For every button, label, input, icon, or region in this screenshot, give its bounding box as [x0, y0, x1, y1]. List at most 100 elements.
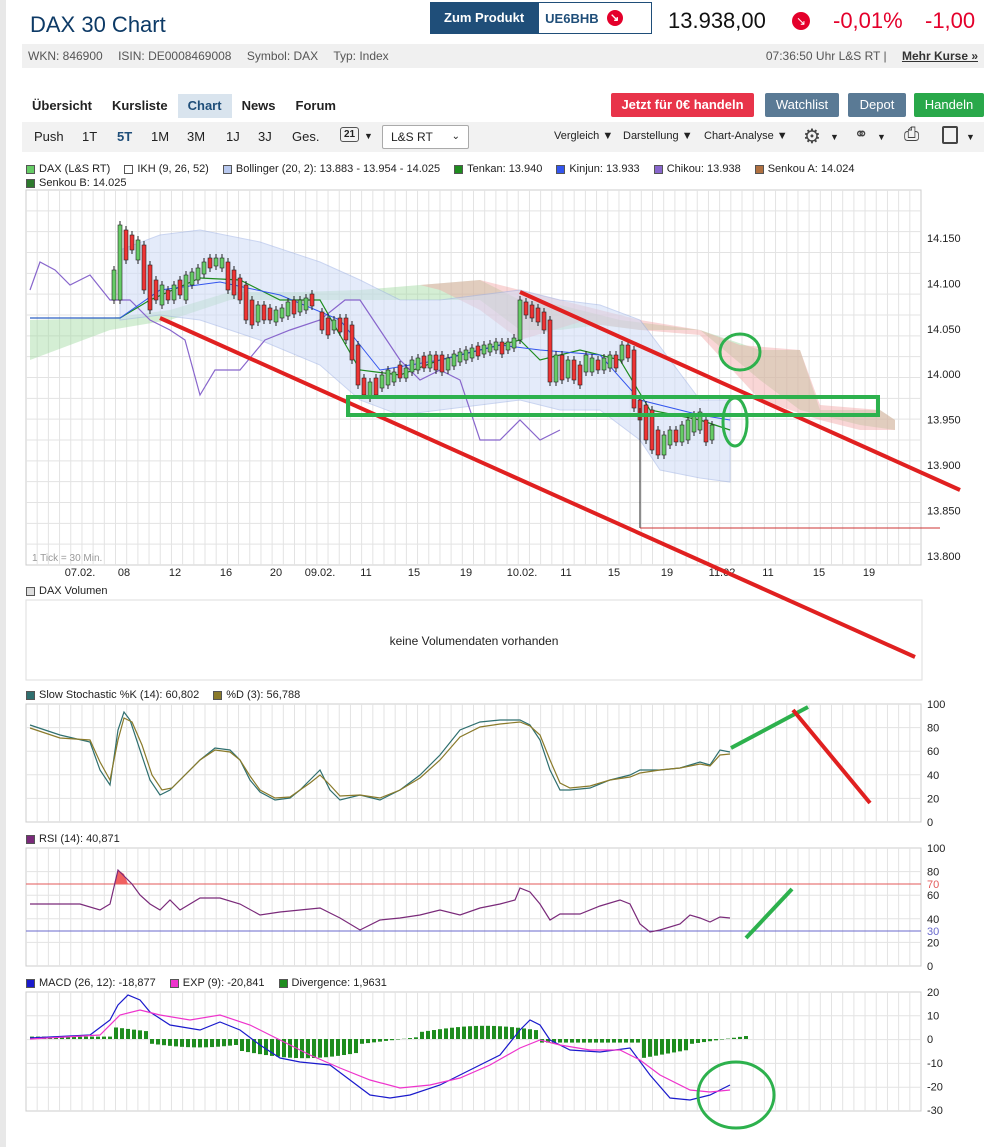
print-icon[interactable]: ⎙: [904, 124, 920, 145]
trade-now-button[interactable]: Jetzt für 0€ handeln: [611, 93, 754, 117]
candle-body: [141, 244, 147, 291]
candle-body: [697, 411, 703, 431]
change-absolute: -1,00: [925, 8, 976, 33]
candle-body: [309, 293, 315, 307]
candle-body: [619, 344, 625, 361]
calendar-icon[interactable]: 21: [340, 127, 360, 142]
rsi-legend-item: RSI (14): 40,871: [26, 832, 120, 846]
product-code-link[interactable]: UE6BHB ↘: [538, 2, 653, 34]
y-tick-label: 14.000: [927, 369, 961, 381]
tab-news[interactable]: News: [241, 98, 276, 113]
candle-body: [379, 374, 385, 389]
candle-body: [439, 354, 445, 373]
candle-body: [553, 354, 559, 383]
candle-body: [147, 264, 153, 311]
candle-body: [589, 357, 595, 373]
tab-kursliste[interactable]: Kursliste: [111, 98, 168, 113]
divergence-bar: [186, 1039, 190, 1048]
exp-legend-item: EXP (9): -20,841: [169, 976, 265, 990]
volume-legend-item: DAX Volumen: [26, 584, 107, 598]
vergleich-menu[interactable]: Vergleich ▼: [554, 130, 614, 142]
chart-toolbar: Push 1T 5T 1M 3M 1J 3J Ges. 21 ▼ L&S RT ⌄…: [22, 122, 984, 152]
candle-body: [111, 269, 117, 301]
y-tick-label: 13.900: [927, 460, 961, 472]
y-tick-label: 13.950: [927, 415, 961, 427]
candle-body: [511, 337, 517, 349]
divergence-bar: [222, 1039, 226, 1047]
legend-label: DAX (L&S RT): [39, 163, 111, 175]
calendar-caret-icon[interactable]: ▼: [364, 131, 373, 141]
divergence-bar: [432, 1030, 436, 1039]
candle-body: [421, 355, 427, 369]
divergence-bar: [312, 1039, 316, 1059]
candle-body: [613, 354, 619, 369]
zum-produkt-button[interactable]: Zum Produkt: [430, 2, 539, 34]
red-stoch-line: [791, 708, 872, 805]
range-3j[interactable]: 3J: [258, 129, 272, 144]
gear-caret-icon[interactable]: ▼: [830, 132, 839, 142]
volume-panel: [25, 599, 923, 681]
handeln-button[interactable]: Handeln: [914, 93, 984, 117]
divergence-bar: [732, 1037, 736, 1039]
macd-y-tick: 10: [927, 1011, 939, 1023]
range-1m[interactable]: 1M: [151, 129, 170, 144]
divergence-bar: [624, 1039, 628, 1043]
tab-forum[interactable]: Forum: [295, 98, 336, 113]
divergence-bar: [318, 1039, 322, 1058]
main-legend: DAX (L&S RT) IKH (9, 26, 52) Bollinger (20…: [26, 162, 926, 190]
divergence-bar: [600, 1039, 604, 1043]
macd-y-tick: -10: [927, 1058, 943, 1070]
candle-body: [685, 419, 691, 441]
divergence-bar: [384, 1039, 388, 1041]
exchange-select[interactable]: L&S RT ⌄: [382, 125, 469, 149]
range-1t[interactable]: 1T: [82, 129, 98, 144]
green-rsi-line: [744, 887, 794, 940]
depot-button[interactable]: Depot: [848, 93, 906, 117]
divergence-bar: [420, 1031, 424, 1039]
indicator-icon[interactable]: ⚭: [854, 125, 869, 144]
mehr-kurse-link[interactable]: Mehr Kurse »: [901, 49, 978, 63]
divergence-bar: [708, 1039, 712, 1042]
stoch-y-tick: 80: [927, 723, 939, 735]
range-gesamt[interactable]: Ges.: [292, 129, 320, 144]
divergence-bar: [510, 1027, 514, 1039]
divergence-bar: [72, 1036, 76, 1039]
divergence-bar: [534, 1030, 538, 1039]
candle-body: [153, 279, 159, 301]
divergence-bar: [258, 1039, 262, 1055]
stoch-k-legend: Slow Stochastic %K (14): 60,802: [26, 688, 199, 702]
legend-swatch: [556, 164, 566, 174]
divergence-bar: [486, 1025, 490, 1039]
indicator-caret-icon[interactable]: ▼: [877, 132, 886, 142]
candle-body: [385, 369, 391, 386]
gear-icon[interactable]: ⚙: [803, 126, 821, 148]
save-icon[interactable]: [942, 126, 958, 144]
tab-chart[interactable]: Chart: [177, 94, 232, 118]
candle-body: [541, 311, 547, 331]
divergence-bar: [594, 1039, 598, 1043]
tab-uebersicht[interactable]: Übersicht: [32, 98, 92, 113]
range-5t[interactable]: 5T: [117, 129, 133, 144]
legend-label: Tenkan: 13.940: [467, 163, 543, 175]
divergence-bar: [372, 1039, 376, 1043]
candle-body: [661, 434, 667, 456]
divergence-bar: [360, 1039, 364, 1044]
chart-analyse-menu[interactable]: Chart-Analyse ▼: [704, 130, 788, 142]
green-support-box: [346, 395, 880, 417]
range-push[interactable]: Push: [34, 129, 64, 144]
macd-y-tick: -30: [927, 1105, 943, 1117]
rsi-y-tick: 80: [927, 867, 939, 879]
save-caret-icon[interactable]: ▼: [966, 132, 975, 142]
candle-body: [529, 304, 535, 319]
isin: ISIN: DE0008469008: [118, 49, 232, 63]
divergence-bar: [198, 1039, 202, 1048]
divergence-bar: [162, 1039, 166, 1046]
macd-y-tick: 0: [927, 1034, 933, 1046]
range-3m[interactable]: 3M: [187, 129, 206, 144]
range-1j[interactable]: 1J: [226, 129, 240, 144]
watchlist-button[interactable]: Watchlist: [765, 93, 839, 117]
divergence-bar: [558, 1039, 562, 1043]
candle-body: [159, 284, 165, 306]
chart-analyse-label: Chart-Analyse: [704, 130, 774, 142]
darstellung-menu[interactable]: Darstellung ▼: [623, 130, 693, 142]
